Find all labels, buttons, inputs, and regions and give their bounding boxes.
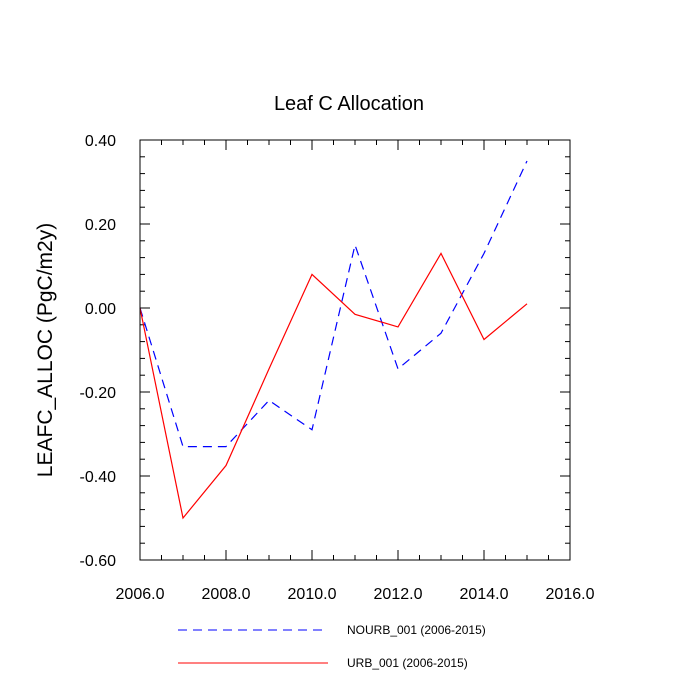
x-tick-label: 2008.0 [202, 586, 251, 603]
y-tick-label: -0.20 [80, 385, 117, 402]
legend-label-urb: URB_001 (2006-2015) [347, 656, 468, 670]
plot-frame [139, 139, 571, 561]
tick-labels: 2006.0 2008.0 2010.0 2012.0 2014.0 2016.0 0.40… [80, 133, 595, 603]
legend: NOURB_001 (2006-2015) URB_001 (2006-2015) [178, 623, 486, 670]
y-tick-label: 0.00 [85, 301, 116, 318]
y-axis-label: LEAFC_ALLOC (PgC/m2y) [34, 223, 57, 477]
x-tick-label: 2016.0 [546, 586, 595, 603]
x-tick-label: 2006.0 [116, 586, 165, 603]
series-lines [139, 160, 528, 520]
x-tick-label: 2010.0 [288, 586, 337, 603]
y-tick-label: -0.60 [80, 553, 117, 570]
y-tick-label: -0.40 [80, 469, 117, 486]
x-tick-label: 2014.0 [460, 586, 509, 603]
tick-marks [139, 139, 571, 561]
series-line-nourb [139, 160, 528, 448]
y-tick-label: 0.40 [85, 133, 116, 150]
chart-title: Leaf C Allocation [274, 93, 424, 115]
series-line-urb [139, 252, 528, 520]
x-tick-label: 2012.0 [374, 586, 423, 603]
y-tick-label: 0.20 [85, 217, 116, 234]
legend-label-nourb: NOURB_001 (2006-2015) [347, 623, 486, 637]
